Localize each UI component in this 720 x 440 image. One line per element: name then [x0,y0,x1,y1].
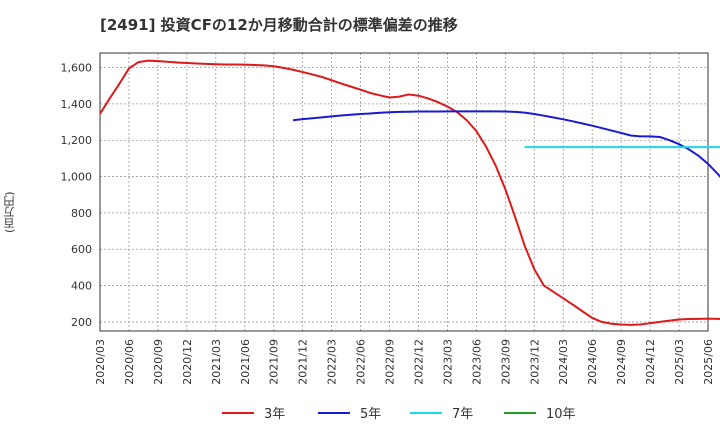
y-tick-label: 800 [71,207,92,220]
x-tick-label: 2021/06 [239,339,252,385]
tick-layer: 200 400 600 800 1,000 1,200 1,400 1,600 2020/03 2… [61,62,716,385]
series-line-1 [99,59,720,326]
x-tick-label: 2020/12 [181,339,194,385]
x-tick-label: 2021/09 [268,339,281,385]
x-tick-label: 2023/03 [441,339,454,385]
y-tick-label: 600 [71,243,92,256]
x-tick-label: 2021/12 [297,339,310,385]
y-tick-label: 1,200 [61,134,93,147]
series-line-2 [292,110,720,178]
series-layer [99,59,720,326]
legend-label-3: 7年 [452,407,473,422]
x-tick-label: 2022/12 [412,339,425,385]
y-tick-label: 1,400 [61,98,93,111]
x-tick-label: 2023/12 [528,339,541,385]
x-tick-label: 2020/09 [152,339,165,385]
x-tick-label: 2023/09 [499,339,512,385]
x-tick-label: 2021/03 [210,339,223,385]
legend-label-4: 10年 [546,407,576,422]
chart-title: [2491] 投資CFの12か月移動合計の標準偏差の推移 [100,16,458,34]
x-tick-label: 2022/03 [326,339,339,385]
grid-layer [100,53,708,331]
x-tick-label: 2022/06 [355,339,368,385]
x-tick-label: 2025/06 [702,339,715,385]
legend-label-1: 3年 [264,407,285,422]
legend: 3年 5年 7年 10年 [222,407,576,422]
x-tick-label: 2024/12 [644,339,657,385]
x-tick-label: 2020/06 [123,339,136,385]
x-tick-label: 2020/03 [94,339,107,385]
y-tick-label: 400 [71,280,92,293]
y-tick-label: 200 [71,316,92,329]
legend-label-2: 5年 [360,407,381,422]
plot-frame [99,52,709,332]
x-tick-label: 2025/03 [673,339,686,385]
x-tick-label: 2023/06 [470,339,483,385]
y-tick-label: 1,000 [61,171,93,184]
x-tick-label: 2022/09 [384,339,397,385]
x-tick-label: 2024/09 [615,339,628,385]
x-tick-label: 2024/06 [586,339,599,385]
x-tick-label: 2024/03 [557,339,570,385]
y-tick-label: 1,600 [61,62,93,75]
